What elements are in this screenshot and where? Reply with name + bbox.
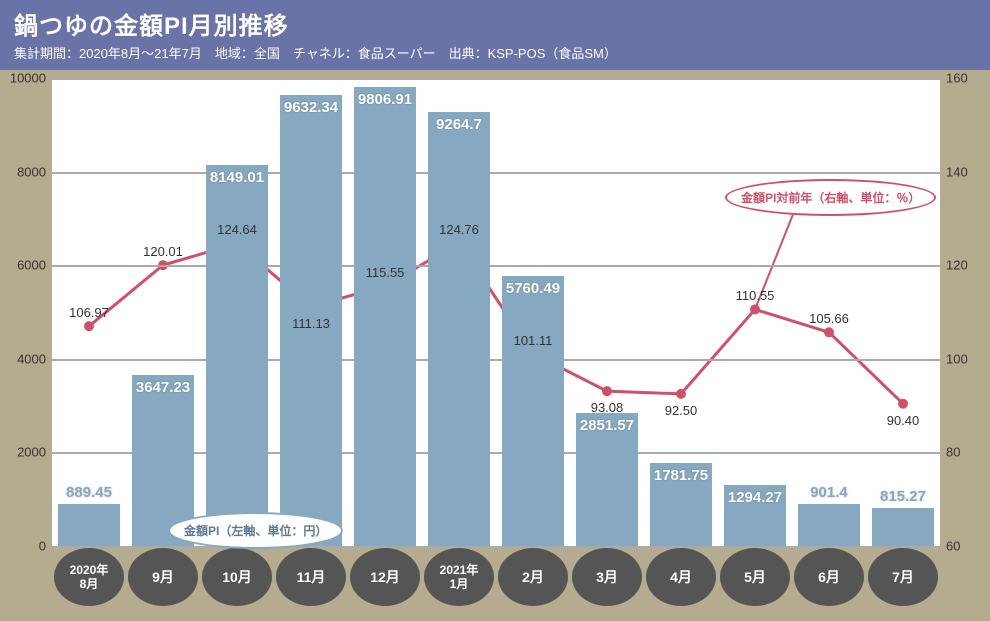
x-axis-label: 4月 xyxy=(646,548,716,606)
line-marker xyxy=(602,386,612,396)
x-axis-label: 6月 xyxy=(794,548,864,606)
line-value-label: 90.40 xyxy=(887,413,920,428)
line-value-label: 106.97 xyxy=(69,305,109,320)
bar-value-label: 2851.57 xyxy=(576,417,638,434)
y-left-tick: 6000 xyxy=(17,258,46,273)
line-value-label: 115.55 xyxy=(366,265,405,280)
bar-value-label: 9632.34 xyxy=(280,99,342,116)
line-legend-text: 金額PI対前年（右軸、単位：％） xyxy=(741,191,920,205)
bar-value-label: 901.4 xyxy=(798,484,860,501)
bar-value-label: 9264.7 xyxy=(428,116,490,133)
bar: 901.4 xyxy=(798,504,860,546)
x-axis-label: 2月 xyxy=(498,548,568,606)
gridline xyxy=(52,78,940,80)
line-value-label: 105.66 xyxy=(809,311,849,326)
line-marker xyxy=(676,389,686,399)
line-value-label: 93.08 xyxy=(591,400,624,415)
line-value-label: 111.13 xyxy=(292,316,330,331)
bar: 815.27 xyxy=(872,508,934,546)
x-axis-label: 7月 xyxy=(868,548,938,606)
bar-value-label: 815.27 xyxy=(872,488,934,505)
x-axis-label: 2020年 8月 xyxy=(54,548,124,606)
line-value-label: 101.11 xyxy=(514,333,553,348)
bar-value-label: 889.45 xyxy=(58,484,120,501)
plot-area: 889.45 3647.23 8149.01 9632.34 9806.91 9264.7… xyxy=(52,78,940,546)
y-left-tick: 8000 xyxy=(17,164,46,179)
line-marker xyxy=(824,327,834,337)
bar-value-label: 8149.01 xyxy=(206,169,268,186)
bar-value-label: 1294.27 xyxy=(724,489,786,506)
bar-legend-text: 金額PI（左軸、単位：円） xyxy=(184,524,327,538)
x-axis-label: 9月 xyxy=(128,548,198,606)
line-marker xyxy=(898,399,908,409)
line-value-label: 92.50 xyxy=(665,403,698,418)
x-axis-label: 11月 xyxy=(276,548,346,606)
line-marker xyxy=(84,321,94,331)
y-left-tick: 0 xyxy=(39,539,46,554)
x-axis-label: 5月 xyxy=(720,548,790,606)
chart-subtitle: 集計期間：2020年8月～21年7月 地域：全国 チャネル：食品スーパー 出典：… xyxy=(14,43,976,62)
bar: 9264.7 xyxy=(428,112,490,546)
gridline xyxy=(52,359,940,361)
y-right-tick: 60 xyxy=(946,539,960,554)
gridline xyxy=(52,265,940,267)
y-right-tick: 160 xyxy=(946,71,968,86)
x-axis-label: 3月 xyxy=(572,548,642,606)
chart-title: 鍋つゆの金額PI月別推移 xyxy=(14,6,976,41)
bar: 5760.49 xyxy=(502,276,564,546)
y-right-tick: 80 xyxy=(946,445,960,460)
bar: 1781.75 xyxy=(650,463,712,546)
line-value-label: 124.64 xyxy=(217,222,257,237)
bar: 1294.27 xyxy=(724,485,786,546)
y-left-tick: 10000 xyxy=(10,71,46,86)
y-right-tick: 140 xyxy=(946,164,968,179)
bar-value-label: 5760.49 xyxy=(502,280,564,297)
bar: 889.45 xyxy=(58,504,120,546)
bar-legend-callout: 金額PI（左軸、単位：円） xyxy=(168,512,343,549)
y-left-tick: 4000 xyxy=(17,351,46,366)
bar-value-label: 9806.91 xyxy=(354,91,416,108)
x-axis-label: 10月 xyxy=(202,548,272,606)
x-axis-label: 12月 xyxy=(350,548,420,606)
y-axis-left: 0200040006000800010000 xyxy=(0,78,50,546)
line-value-label: 124.76 xyxy=(439,222,479,237)
y-right-tick: 120 xyxy=(946,258,968,273)
bar: 9806.91 xyxy=(354,87,416,546)
gridline xyxy=(52,172,940,174)
gridline xyxy=(52,546,940,548)
y-right-tick: 100 xyxy=(946,351,968,366)
line-value-label: 120.01 xyxy=(143,244,183,259)
line-value-label: 110.55 xyxy=(736,288,775,303)
chart-container: 鍋つゆの金額PI月別推移 集計期間：2020年8月～21年7月 地域：全国 チャ… xyxy=(0,0,990,621)
y-axis-right: 6080100120140160 xyxy=(942,78,990,546)
bar-value-label: 1781.75 xyxy=(650,467,712,484)
y-left-tick: 2000 xyxy=(17,445,46,460)
bar-value-label: 3647.23 xyxy=(132,379,194,396)
chart-header: 鍋つゆの金額PI月別推移 集計期間：2020年8月～21年7月 地域：全国 チャ… xyxy=(0,0,990,70)
x-axis-label: 2021年 1月 xyxy=(424,548,494,606)
bar: 2851.57 xyxy=(576,413,638,546)
